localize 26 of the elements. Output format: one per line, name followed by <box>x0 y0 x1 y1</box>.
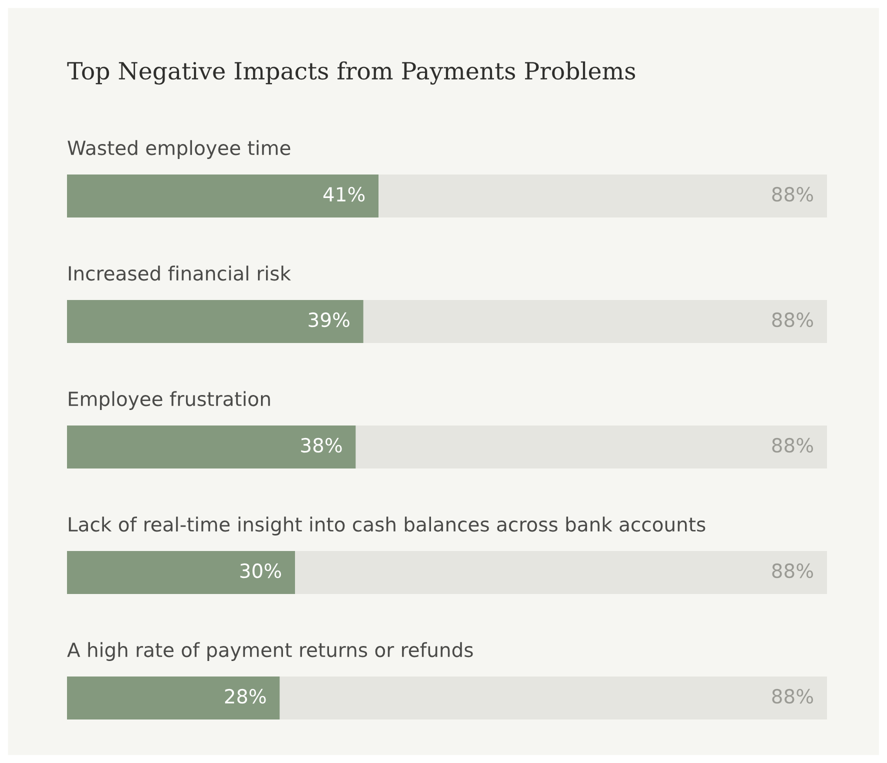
annotation: 88% <box>772 688 814 704</box>
y-tick-label: Lack of real-time insight into cash balances across bank accounts <box>68 516 706 536</box>
data-label: 28% <box>225 688 266 704</box>
bar <box>67 300 364 344</box>
y-tick-label: Increased financial risk <box>68 266 291 281</box>
annotation: 88% <box>772 312 814 328</box>
bar <box>67 174 379 218</box>
y-tick-label: Wasted employee time <box>68 140 290 159</box>
bar <box>363 300 827 344</box>
bar <box>67 425 356 469</box>
data-label: 41% <box>323 186 365 202</box>
bar <box>295 550 827 594</box>
chart-title: Top Negative Impacts from Payments Problems <box>67 61 636 85</box>
bar <box>67 676 280 720</box>
annotation: 88% <box>772 186 814 202</box>
data-label: 39% <box>308 312 350 328</box>
data-label: 30% <box>240 563 282 578</box>
y-tick-label: A high rate of payment returns or refunds <box>67 642 473 661</box>
annotation: 88% <box>772 563 814 578</box>
bar <box>67 550 295 594</box>
data-label: 38% <box>301 438 342 453</box>
y-tick-label: Employee frustration <box>68 391 270 410</box>
bar <box>378 174 827 218</box>
annotation: 88% <box>772 438 814 453</box>
bar <box>356 425 827 469</box>
bar <box>280 676 827 720</box>
